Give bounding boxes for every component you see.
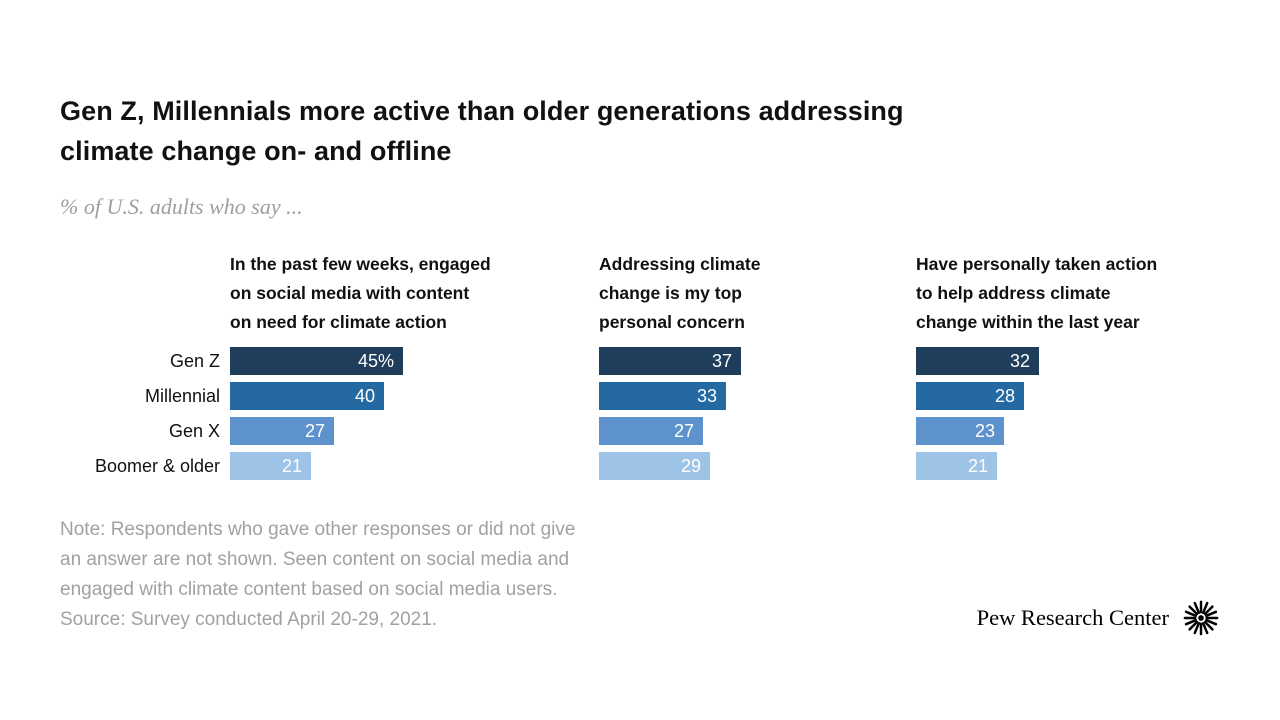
bar-value-label: 40 xyxy=(354,386,375,406)
bar-value-label: 21 xyxy=(967,456,988,476)
bar-gen-z-panel-2: 32 xyxy=(916,347,1039,375)
bar-gen-x-panel-0: 27 xyxy=(230,417,334,445)
panel-header-1: Addressing climate change is my top person… xyxy=(599,250,849,337)
category-label-gen-x: Gen X xyxy=(168,421,220,441)
bar-boomer-older-panel-0: 21 xyxy=(230,452,311,480)
panel-header-line: In the past few weeks, engaged xyxy=(230,254,491,274)
brand-name: Pew Research Center xyxy=(976,605,1169,630)
panel-header-line: Addressing climate xyxy=(599,254,761,274)
bar-value-label: 37 xyxy=(711,351,732,371)
panel-header-line: on social media with content xyxy=(230,283,470,303)
bar-millennial-panel-2: 28 xyxy=(916,382,1024,410)
pew-starburst-icon xyxy=(1182,599,1220,637)
panel-header-line: to help address climate xyxy=(916,283,1111,303)
note-line: Note: Respondents who gave other respons… xyxy=(60,519,576,540)
bar-value-label: 21 xyxy=(281,456,302,476)
bar-value-label: 29 xyxy=(680,456,701,476)
panel-header-line: Have personally taken action xyxy=(916,254,1158,274)
category-label-gen-z: Gen Z xyxy=(169,351,220,371)
category-label-boomer-older: Boomer & older xyxy=(94,456,220,476)
bar-gen-z-panel-0: 45% xyxy=(230,347,403,375)
bar-gen-x-panel-1: 27 xyxy=(599,417,703,445)
bar-value-label: 33 xyxy=(696,386,717,406)
chart-title: Gen Z, Millennials more active than olde… xyxy=(60,91,904,171)
panel-header-line: personal concern xyxy=(599,312,745,332)
category-label-millennial: Millennial xyxy=(144,386,220,406)
bar-gen-z-panel-1: 37 xyxy=(599,347,741,375)
brand: Pew Research Center xyxy=(977,599,1220,637)
note-line: an answer are not shown. Seen content on… xyxy=(60,549,570,570)
bar-gen-x-panel-2: 23 xyxy=(916,417,1004,445)
bar-value-label: 32 xyxy=(1009,351,1030,371)
bar-boomer-older-panel-2: 21 xyxy=(916,452,997,480)
bar-value-label: 27 xyxy=(304,421,325,441)
chart-note: Note: Respondents who gave other respons… xyxy=(60,515,575,635)
bar-value-label: 23 xyxy=(974,421,995,441)
source-line: Source: Survey conducted April 20-29, 20… xyxy=(60,609,438,630)
panel-header-0: In the past few weeks, engaged on social … xyxy=(230,250,580,337)
panel-header-line: on need for climate action xyxy=(230,312,447,332)
bar-value-label: 28 xyxy=(994,386,1015,406)
bar-value-label: 45% xyxy=(357,351,394,371)
chart-title-line: climate change on- and offline xyxy=(60,136,452,166)
bar-millennial-panel-0: 40 xyxy=(230,382,384,410)
bar-value-label: 27 xyxy=(673,421,694,441)
bar-boomer-older-panel-1: 29 xyxy=(599,452,710,480)
panel-header-line: change is my top xyxy=(599,283,742,303)
note-line: engaged with climate content based on so… xyxy=(60,579,558,600)
chart-subtitle: % of U.S. adults who say ... xyxy=(60,194,303,219)
panel-header-line: change within the last year xyxy=(916,312,1140,332)
panel-header-2: Have personally taken action to help addr… xyxy=(916,250,1246,337)
bar-millennial-panel-1: 33 xyxy=(599,382,726,410)
chart-title-line: Gen Z, Millennials more active than olde… xyxy=(60,96,904,126)
